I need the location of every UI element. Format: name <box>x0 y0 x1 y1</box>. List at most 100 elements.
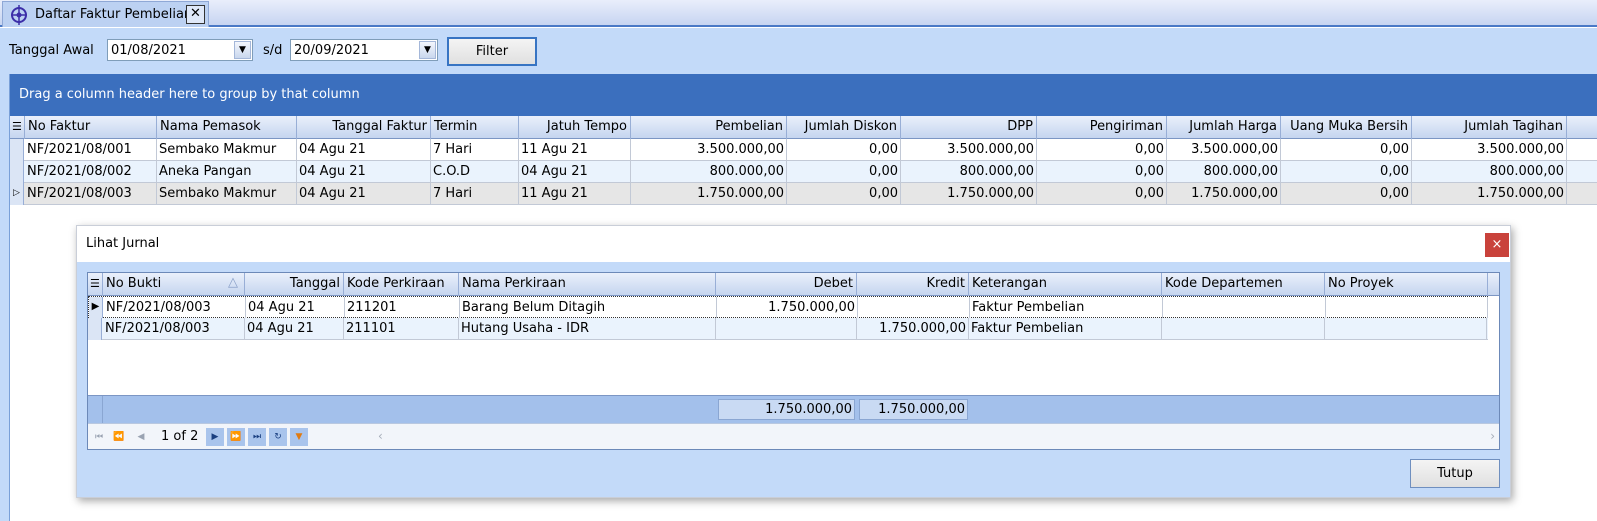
start-date-value: 01/08/2021 <box>111 42 186 58</box>
journal-dialog: Lihat Jurnal × ☰ No Bukti △ Tanggal Kode… <box>76 225 1511 498</box>
cell-uang-muka-bersih: 0,00 <box>1281 139 1412 161</box>
col-no-faktur[interactable]: No Faktur <box>25 116 157 139</box>
column-chooser-icon[interactable]: ☰ <box>88 273 103 296</box>
col-jumlah-diskon[interactable]: Jumlah Diskon <box>787 116 901 139</box>
cell-jumlah-tagihan: 800.000,00 <box>1412 161 1567 183</box>
cell-nama-perkiraan: Hutang Usaha - IDR <box>459 318 716 340</box>
cell-jumlah-tagihan: 3.500.000,00 <box>1412 139 1567 161</box>
previous-page-icon[interactable]: ⏪ <box>113 432 125 442</box>
dialog-close-button[interactable]: × <box>1485 233 1509 257</box>
col-kode-perkiraan[interactable]: Kode Perkiraan <box>344 273 459 296</box>
col-keterangan[interactable]: Keterangan <box>969 273 1162 296</box>
cell-tanggal-faktur: 04 Agu 21 <box>297 183 431 205</box>
current-row-arrow-icon: ▶ <box>89 297 103 319</box>
start-date-label: Tanggal Awal <box>9 43 94 58</box>
table-row[interactable]: NF/2021/08/001 Sembako Makmur 04 Agu 21 … <box>10 139 1597 161</box>
col-termin[interactable]: Termin <box>431 116 519 139</box>
dialog-title: Lihat Jurnal <box>86 236 160 251</box>
col-kredit[interactable]: Kredit <box>857 273 969 296</box>
cell-keterangan: Faktur Pembelian <box>969 318 1162 340</box>
current-row-arrow-icon: ▷ <box>10 183 24 205</box>
cell-keterangan: Faktur Pembelian <box>970 297 1163 319</box>
cell-jumlah-diskon: 0,00 <box>787 139 901 161</box>
cell-nama-perkiraan: Barang Belum Ditagih <box>460 297 717 319</box>
last-page-icon[interactable]: ⏭ <box>248 428 266 446</box>
table-row[interactable]: NF/2021/08/002 Aneka Pangan 04 Agu 21 C.… <box>10 161 1597 183</box>
cell-pembelian: 1.750.000,00 <box>631 183 787 205</box>
cell-pengiriman: 0,00 <box>1037 183 1167 205</box>
sort-ascending-icon: △ <box>228 275 238 290</box>
table-row-selected[interactable]: ▷ NF/2021/08/003 Sembako Makmur 04 Agu 2… <box>10 183 1597 205</box>
cell-kode-departemen <box>1163 297 1326 319</box>
cell-jumlah-harga: 1.750.000,00 <box>1167 183 1281 205</box>
cell-no-faktur: NF/2021/08/001 <box>25 139 157 161</box>
col-dpp[interactable]: DPP <box>901 116 1037 139</box>
cell-jatuh-tempo: 11 Agu 21 <box>519 183 631 205</box>
filter-button[interactable]: Filter <box>447 37 537 66</box>
tab-close-button[interactable]: ✕ <box>186 5 205 24</box>
col-uang-muka-bersih[interactable]: Uang Muka Bersih <box>1281 116 1412 139</box>
col-debet[interactable]: Debet <box>716 273 857 296</box>
cell-jumlah-harga: 800.000,00 <box>1167 161 1281 183</box>
col-pembelian[interactable]: Pembelian <box>631 116 787 139</box>
scroll-right-icon[interactable]: › <box>1490 429 1495 443</box>
col-no-bukti[interactable]: No Bukti △ <box>103 273 245 296</box>
col-pengiriman[interactable]: Pengiriman <box>1037 116 1167 139</box>
scroll-left-icon[interactable]: ‹ <box>378 429 383 443</box>
cell-uang-muka-bersih: 0,00 <box>1281 183 1412 205</box>
cell-no-bukti: NF/2021/08/003 <box>103 318 245 340</box>
cell-termin: 7 Hari <box>431 183 519 205</box>
cell-uang-muka-bersih: 0,00 <box>1281 161 1412 183</box>
dialog-titlebar: Lihat Jurnal × <box>77 226 1510 262</box>
cell-pengiriman: 0,00 <box>1037 161 1167 183</box>
table-row[interactable]: NF/2021/08/003 04 Agu 21 211101 Hutang U… <box>88 318 1488 340</box>
col-jumlah-tagihan[interactable]: Jumlah Tagihan <box>1412 116 1567 139</box>
col-nama-perkiraan[interactable]: Nama Perkiraan <box>459 273 716 296</box>
document-tab-strip: Daftar Faktur Pembelian ✕ <box>0 0 1597 27</box>
refresh-icon[interactable]: ↻ <box>269 428 287 446</box>
journal-grid: ☰ No Bukti △ Tanggal Kode Perkiraan Nama… <box>87 272 1500 450</box>
next-record-icon[interactable]: ▶ <box>206 428 224 446</box>
cell-no-bukti: NF/2021/08/003 <box>104 297 246 319</box>
column-chooser-icon[interactable]: ☰ <box>10 116 25 139</box>
cell-debet: 1.750.000,00 <box>717 297 858 319</box>
cell-debet <box>716 318 857 340</box>
chevron-down-icon[interactable]: ▼ <box>419 41 436 59</box>
cell-kredit: 1.750.000,00 <box>857 318 969 340</box>
cell-jumlah-harga: 3.500.000,00 <box>1167 139 1281 161</box>
journal-grid-header: ☰ No Bukti △ Tanggal Kode Perkiraan Nama… <box>88 273 1499 296</box>
cell-nama-pemasok: Sembako Makmur <box>157 183 297 205</box>
col-nama-pemasok[interactable]: Nama Pemasok <box>157 116 297 139</box>
cell-kredit <box>858 297 970 319</box>
col-tanggal-faktur[interactable]: Tanggal Faktur <box>297 116 431 139</box>
first-page-icon[interactable]: ⏮ <box>94 432 104 442</box>
app-logo-icon <box>11 4 27 25</box>
chevron-down-icon[interactable]: ▼ <box>234 41 251 59</box>
col-kode-departemen[interactable]: Kode Departemen <box>1162 273 1325 296</box>
cell-jumlah-diskon: 0,00 <box>787 161 901 183</box>
footer-indicator <box>88 396 103 423</box>
cell-no-faktur: NF/2021/08/003 <box>25 183 157 205</box>
filter-bar: Tanggal Awal 01/08/2021 ▼ s/d 20/09/2021… <box>0 28 1597 74</box>
filter-icon[interactable]: ▼ <box>290 428 308 446</box>
cell-jatuh-tempo: 11 Agu 21 <box>519 139 631 161</box>
col-jatuh-tempo[interactable]: Jatuh Tempo <box>519 116 631 139</box>
previous-record-icon[interactable]: ◀ <box>137 432 145 442</box>
cell-tanggal: 04 Agu 21 <box>245 318 344 340</box>
next-page-icon[interactable]: ⏩ <box>227 428 245 446</box>
journal-summary-footer: 1.750.000,00 1.750.000,00 <box>88 395 1499 423</box>
cell-termin: 7 Hari <box>431 139 519 161</box>
tab-daftar-faktur-pembelian[interactable]: Daftar Faktur Pembelian ✕ <box>2 1 209 27</box>
tutup-button[interactable]: Tutup <box>1410 459 1500 488</box>
total-kredit: 1.750.000,00 <box>859 399 968 420</box>
col-no-proyek[interactable]: No Proyek <box>1325 273 1488 296</box>
start-date-picker[interactable]: 01/08/2021 ▼ <box>107 39 253 61</box>
col-tanggal[interactable]: Tanggal <box>245 273 344 296</box>
col-jumlah-harga[interactable]: Jumlah Harga <box>1167 116 1281 139</box>
cell-pengiriman: 0,00 <box>1037 139 1167 161</box>
end-date-picker[interactable]: 20/09/2021 ▼ <box>290 39 438 61</box>
cell-dpp: 800.000,00 <box>901 161 1037 183</box>
table-row-selected[interactable]: ▶ NF/2021/08/003 04 Agu 21 211201 Barang… <box>88 296 1488 319</box>
page-indicator: 1 of 2 <box>161 429 199 444</box>
cell-nama-pemasok: Aneka Pangan <box>157 161 297 183</box>
